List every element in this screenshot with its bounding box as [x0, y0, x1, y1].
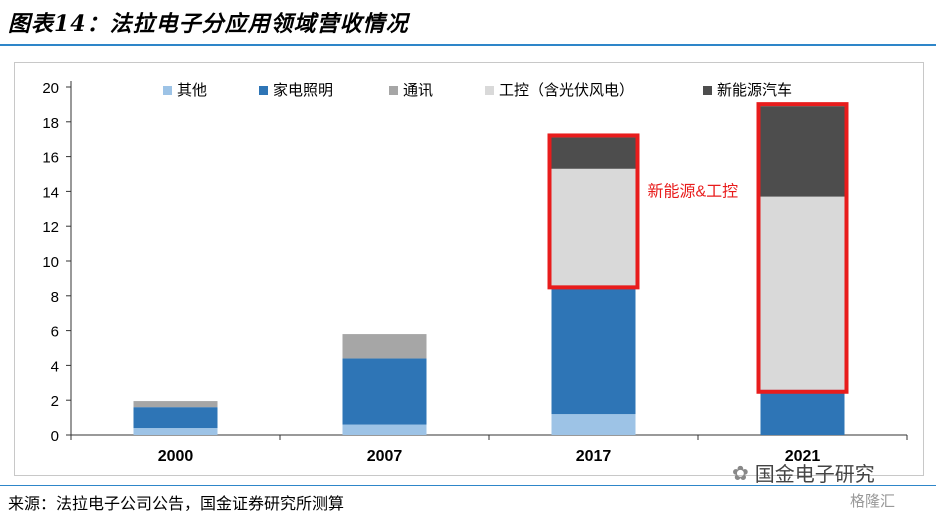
x-tick-label: 2021 [785, 448, 821, 465]
annotation-label: 新能源&工控 [648, 183, 739, 201]
bar-segment [551, 137, 636, 169]
legend-label: 家电照明 [273, 82, 333, 99]
title-divider [0, 44, 936, 46]
bar-segment [133, 428, 218, 435]
highlight-box [756, 102, 849, 394]
stacked-bar-chart: 0 2 4 6 8 10 12 14 16 18 20 2000 2007 2017 2021 新能源&工控 其… [42, 80, 908, 465]
wechat-icon: ✿ [732, 460, 749, 485]
y-tick-label: 20 [42, 80, 59, 97]
legend-label: 新能源汽车 [717, 82, 792, 99]
footer-divider [0, 485, 936, 486]
legend-label: 工控（含光伏风电） [499, 82, 634, 99]
y-tick-label: 10 [42, 254, 59, 271]
y-tick-label: 2 [51, 393, 59, 410]
y-tick-label: 12 [42, 219, 59, 236]
legend-swatch [163, 86, 172, 95]
watermark-name: 国金电子研究 [754, 462, 875, 486]
chart-title: 图表14：法拉电子分应用领域营收情况 [8, 11, 409, 37]
y-tick-label: 14 [42, 184, 59, 201]
y-tick-label: 18 [42, 115, 59, 132]
x-tick-label: 2007 [367, 448, 403, 465]
legend-swatch [703, 86, 712, 95]
x-tick-label: 2017 [576, 448, 612, 465]
y-tick-label: 8 [51, 289, 59, 306]
bar-segment [342, 358, 427, 425]
legend-label: 其他 [177, 82, 207, 99]
bar-segment [760, 389, 845, 435]
legend-swatch [259, 86, 268, 95]
source-note: 来源：法拉电子公司公告，国金证券研究所测算 [8, 494, 345, 513]
bar-segment [133, 407, 218, 429]
y-tick-label: 6 [51, 324, 59, 341]
bar-segment [342, 334, 427, 359]
highlight-box [547, 133, 640, 290]
y-tick-label: 4 [51, 358, 59, 375]
legend-label: 通讯 [403, 82, 433, 99]
bar-segment [342, 424, 427, 435]
y-tick-label: 16 [42, 150, 59, 167]
bar-segment [760, 196, 845, 390]
x-tick-label: 2000 [158, 448, 194, 465]
bar-segment [551, 168, 636, 286]
chart-frame: 0 2 4 6 8 10 12 14 16 18 20 2000 2007 2017 2021 新能源&工控 其… [14, 62, 924, 476]
watermark-logo: 格隆汇 [850, 492, 896, 510]
watermark: ✿ 国金电子研究 [732, 458, 875, 487]
legend-swatch [389, 86, 398, 95]
bar-segment [551, 414, 636, 435]
bar-segment [133, 401, 218, 408]
bar-segment [760, 106, 845, 197]
y-tick-label: 0 [51, 428, 59, 445]
bar-segment [551, 285, 636, 415]
legend-swatch [485, 86, 494, 95]
